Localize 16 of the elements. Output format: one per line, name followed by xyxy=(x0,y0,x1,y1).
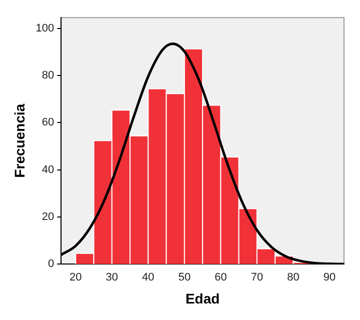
y-tick-label: 0 xyxy=(48,258,54,270)
y-tick-label: 40 xyxy=(42,164,54,176)
y-tick-label: 80 xyxy=(42,70,54,82)
x-tick-label: 70 xyxy=(250,272,264,284)
x-tick-label: 90 xyxy=(323,272,336,284)
x-tick-label: 30 xyxy=(106,272,118,284)
x-tick-label: 50 xyxy=(178,272,191,284)
x-tick-label: 60 xyxy=(214,272,227,284)
y-tick-label: 100 xyxy=(36,22,54,34)
y-axis-title: Frecuencia xyxy=(11,104,28,178)
y-tick-label: 60 xyxy=(42,116,54,129)
x-tick-label: 20 xyxy=(70,272,82,284)
x-tick-label: 40 xyxy=(142,272,154,284)
y-tick-label: 20 xyxy=(42,210,54,223)
x-tick-label: 80 xyxy=(287,272,300,284)
x-axis-title: Edad xyxy=(185,290,220,306)
